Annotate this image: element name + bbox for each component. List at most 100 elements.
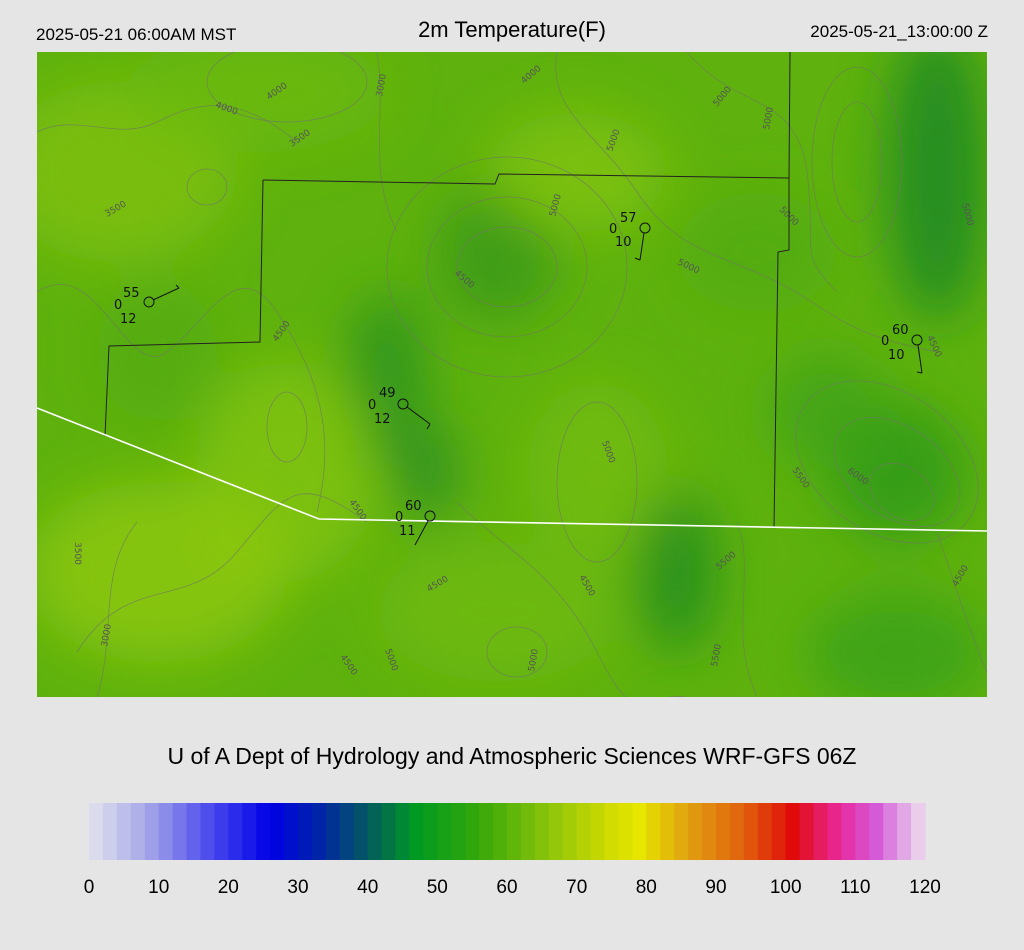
colorbar-swatch: [548, 803, 564, 860]
colorbar-swatch: [520, 803, 536, 860]
colorbar-swatch: [409, 803, 424, 860]
colorbar-tick-label: 80: [636, 877, 657, 898]
station-visibility: 10: [888, 348, 905, 363]
valid-time-utc: 2025-05-21_13:00:00 Z: [810, 22, 988, 41]
colorbar-swatch: [256, 803, 271, 860]
station-circle: [911, 334, 923, 346]
station-circle: [397, 398, 409, 410]
station-dewpoint: 0: [114, 298, 122, 313]
station-dewpoint: 0: [609, 222, 617, 237]
station-temperature: 60: [892, 323, 909, 338]
station-model: 57 0 10: [609, 211, 651, 261]
colorbar-swatch: [507, 803, 522, 860]
colorbar-swatch: [158, 803, 174, 860]
colorbar-swatch: [228, 803, 243, 860]
colorbar-swatch: [646, 803, 661, 860]
station-temperature: 49: [379, 386, 396, 401]
colorbar-swatch: [618, 803, 633, 860]
colorbar-swatch: [116, 803, 132, 860]
colorbar-tick-label: 70: [566, 877, 587, 898]
colorbar-tick-label: 0: [84, 877, 95, 898]
wind-barb-flag: [634, 257, 641, 261]
contour-label: 3000: [100, 623, 114, 648]
colorbar-swatch: [395, 803, 411, 860]
colorbar-swatch: [604, 803, 620, 860]
station-visibility: 10: [615, 235, 632, 250]
station-model: 60 0 11: [395, 499, 436, 546]
station-dewpoint: 0: [881, 334, 889, 349]
colorbar-swatch: [493, 803, 508, 860]
colorbar-swatch: [660, 803, 675, 860]
wind-barb-flag: [175, 284, 180, 289]
colorbar-swatch: [381, 803, 397, 860]
station-circle: [143, 296, 155, 308]
station-model: 49 0 12: [368, 386, 431, 430]
colorbar-tick-label: 40: [357, 877, 378, 898]
contour-label: 5000: [762, 106, 776, 131]
colorbar-swatch: [451, 803, 466, 860]
colorbar-swatch: [590, 803, 606, 860]
colorbar-tick-label: 120: [909, 877, 941, 898]
state-boundary: [37, 407, 987, 532]
colorbar-swatch: [437, 803, 452, 860]
colorbar-swatch: [785, 803, 801, 860]
colorbar-tick-label: 10: [148, 877, 169, 898]
colorbar-tick-labels: 0 10 20 30 40 50 60 70 80 90 100 110 120: [84, 877, 941, 898]
colorbar-swatch: [799, 803, 815, 860]
model-credit: U of A Dept of Hydrology and Atmospheric…: [167, 743, 857, 769]
colorbar-swatch: [172, 803, 188, 860]
colorbar-swatch: [743, 803, 759, 860]
station-model: 55 0 12: [114, 284, 180, 327]
colorbar-swatch: [869, 803, 884, 860]
colorbar-swatch: [562, 803, 578, 860]
colorbar-swatch: [214, 803, 229, 860]
colorbar-swatch: [325, 803, 341, 860]
colorbar-swatch: [911, 803, 926, 860]
colorbar-tick-label: 90: [705, 877, 726, 898]
station-visibility: 12: [374, 412, 391, 427]
county-boundaries: [104, 52, 791, 529]
contour-label: 3000: [375, 73, 389, 98]
colorbar-swatch: [89, 803, 104, 860]
colorbar-swatch: [883, 803, 898, 860]
colorbar-swatch: [841, 803, 856, 860]
colorbar-swatch: [576, 803, 592, 860]
station-temperature: 57: [620, 211, 637, 226]
temperature-colorbar: 0 10 20 30 40 50 60 70 80 90 100 110 120: [84, 803, 941, 898]
station-temperature: 55: [123, 286, 140, 301]
colorbar-swatch: [897, 803, 912, 860]
colorbar-swatch: [465, 803, 480, 860]
colorbar-swatch: [270, 803, 285, 860]
station-visibility: 12: [120, 312, 137, 327]
wind-barb: [639, 232, 645, 261]
contour-label: 5000: [527, 648, 541, 673]
wind-barb: [414, 520, 429, 546]
colorbar-tick-label: 20: [218, 877, 239, 898]
colorbar-swatch: [702, 803, 717, 860]
colorbar-swatches: [89, 803, 926, 860]
colorbar-swatch: [144, 803, 160, 860]
colorbar-swatch: [284, 803, 299, 860]
station-model: 60 0 10: [881, 323, 923, 374]
colorbar-swatch: [479, 803, 494, 860]
colorbar-tick-label: 100: [770, 877, 802, 898]
colorbar-tick-label: 30: [287, 877, 308, 898]
colorbar-swatch: [242, 803, 257, 860]
station-circle: [639, 222, 651, 234]
colorbar-swatch: [688, 803, 703, 860]
plot-title: 2m Temperature(F): [418, 17, 606, 42]
contour-label: 5500: [710, 643, 724, 668]
wind-barb-flag: [426, 423, 431, 430]
colorbar-swatch: [632, 803, 647, 860]
colorbar-swatch: [813, 803, 829, 860]
colorbar-swatch: [827, 803, 842, 860]
colorbar-swatch: [674, 803, 689, 860]
colorbar-swatch: [771, 803, 787, 860]
colorbar-swatch: [855, 803, 870, 860]
colorbar-swatch: [339, 803, 355, 860]
colorbar-swatch: [353, 803, 369, 860]
station-circle: [424, 510, 436, 522]
colorbar-swatch: [729, 803, 745, 860]
temperature-field: [37, 52, 987, 697]
wind-barb-flag: [916, 371, 923, 374]
